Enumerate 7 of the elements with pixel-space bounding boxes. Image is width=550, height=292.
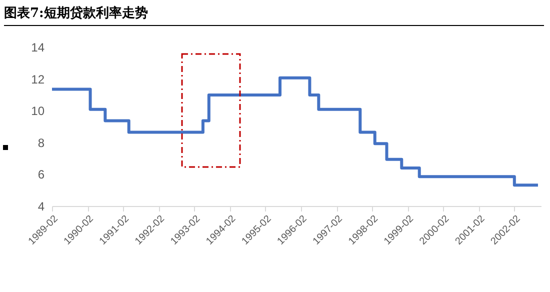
y-tick-label: 4	[38, 200, 45, 214]
y-tick-label: 14	[31, 40, 45, 54]
y-tick-label: 12	[31, 72, 45, 86]
chart-title: 图表7:短期贷款利率走势	[4, 4, 544, 26]
y-tick-label: 6	[38, 168, 45, 182]
y-tick-label: 10	[31, 104, 45, 118]
y-tick-label: 8	[38, 136, 45, 150]
